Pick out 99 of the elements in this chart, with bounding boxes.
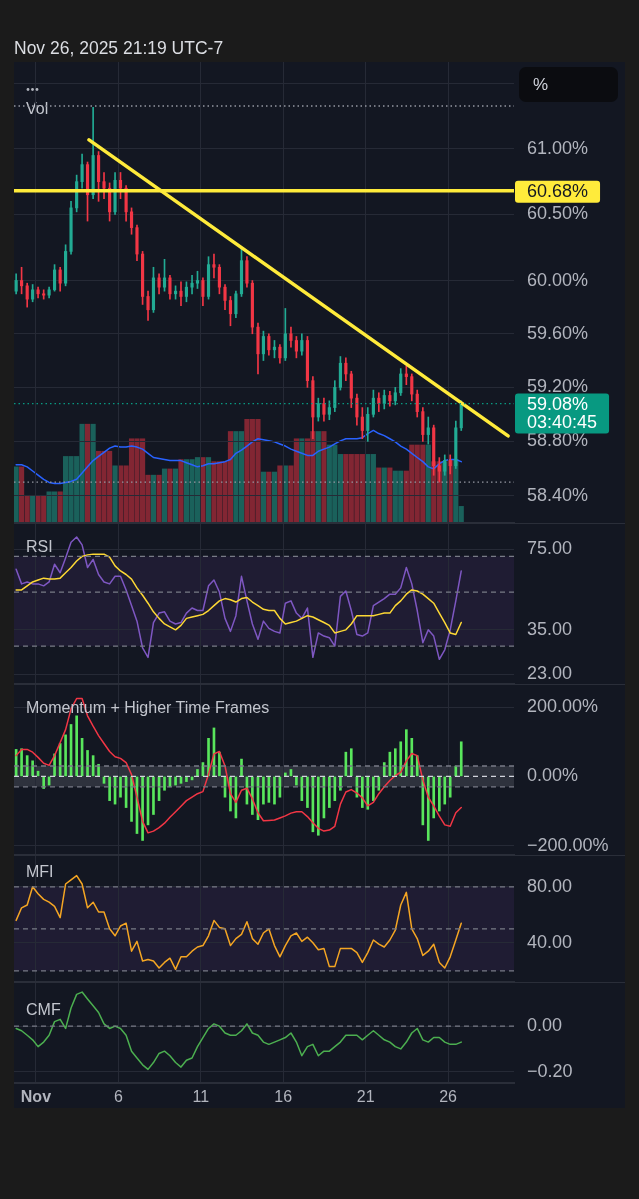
- bar: [273, 776, 276, 805]
- x-tick-label: Nov: [20, 1088, 52, 1106]
- bar: [156, 474, 162, 523]
- bar: [218, 751, 221, 777]
- bar: [271, 471, 278, 523]
- bar: [316, 776, 320, 836]
- bar: [161, 468, 168, 523]
- y-tick-label: 0.00: [527, 1015, 563, 1036]
- bar: [387, 467, 393, 523]
- chart-subtitle: Nov 26, 2025 21:19 UTC-7: [14, 38, 224, 58]
- x-tick-label: 21: [356, 1088, 375, 1106]
- y-tick-label: 80.00: [527, 875, 573, 896]
- bar: [333, 776, 337, 801]
- percent-button: %: [519, 67, 618, 102]
- bar: [130, 776, 133, 822]
- y-tick-label: 200.00%: [527, 696, 599, 717]
- bar: [64, 734, 67, 777]
- bar: [372, 776, 375, 801]
- y-tick-label: 60.00%: [527, 269, 589, 290]
- y-tick-label: 60.50%: [527, 203, 589, 224]
- bar: [339, 776, 342, 791]
- bar: [150, 474, 157, 523]
- bar: [454, 765, 458, 777]
- bar: [75, 715, 78, 777]
- bar: [14, 466, 19, 523]
- bar: [366, 776, 370, 810]
- bar: [376, 467, 382, 523]
- bar: [328, 776, 331, 808]
- bar: [185, 776, 188, 782]
- bar: [459, 741, 463, 777]
- x-tick-label: 16: [274, 1088, 293, 1106]
- bar: [90, 423, 96, 523]
- bar: [167, 468, 173, 523]
- x-tick-label: 11: [192, 1088, 210, 1106]
- bar: [196, 769, 199, 777]
- bar: [306, 776, 309, 808]
- bar: [42, 776, 45, 789]
- bar: [20, 748, 23, 777]
- bar: [405, 729, 408, 777]
- bar: [321, 431, 327, 523]
- candlestick: [212, 253, 216, 279]
- bar: [432, 776, 436, 819]
- bar: [361, 776, 364, 808]
- bar: [57, 491, 63, 523]
- y-tick-label: 35.00: [527, 618, 573, 639]
- bar: [178, 459, 184, 523]
- bar: [266, 471, 272, 523]
- chart-title: Vol: [26, 99, 49, 119]
- y-tick-label: 59.60%: [527, 322, 589, 343]
- bar: [299, 438, 305, 523]
- bar: [277, 465, 283, 523]
- text: CMF: [26, 1000, 61, 1020]
- bar: [425, 444, 431, 523]
- y-tick-label: 40.00: [527, 931, 573, 952]
- bar: [426, 776, 430, 841]
- bar: [119, 776, 122, 798]
- candlestick: [42, 289, 46, 300]
- y-tick-label: 58.40%: [527, 484, 589, 505]
- y-tick-label: 61.00%: [527, 137, 589, 158]
- bar: [51, 491, 58, 523]
- bar: [315, 431, 321, 523]
- bar: [349, 748, 353, 777]
- bar: [31, 760, 34, 777]
- bar: [262, 776, 265, 805]
- bar: [377, 776, 381, 791]
- bar: [172, 468, 179, 523]
- y-tick-label: −0.20: [527, 1060, 573, 1081]
- x-tick-label: 6: [113, 1088, 123, 1106]
- bar: [112, 465, 118, 523]
- text: 03:40:45: [527, 411, 598, 432]
- bar: [30, 495, 36, 523]
- bar: [284, 772, 287, 777]
- bar: [260, 471, 266, 523]
- bar: [381, 467, 387, 523]
- bar: [200, 457, 206, 523]
- y-tick-label: −200.00%: [527, 834, 609, 855]
- bar: [25, 755, 29, 777]
- bar: [84, 423, 91, 523]
- bar: [163, 776, 166, 791]
- bar: [174, 776, 177, 786]
- bar: [399, 741, 403, 777]
- y-tick-label: 23.00: [527, 663, 573, 684]
- y-tick-label: 0.00%: [527, 765, 579, 786]
- x-tick-label: 26: [439, 1088, 458, 1106]
- bar: [448, 776, 452, 798]
- bar: [295, 776, 298, 786]
- bar: [86, 750, 89, 777]
- bar: [443, 776, 447, 805]
- bar: [370, 454, 376, 523]
- y-tick-label: 58.80%: [527, 430, 589, 451]
- bar: [437, 776, 441, 812]
- bar: [141, 776, 144, 841]
- y-tick-label: 75.00: [527, 538, 573, 559]
- chart-title: MFI: [26, 862, 54, 882]
- text: RSI: [26, 537, 53, 557]
- bar: [152, 776, 155, 815]
- bar: [108, 776, 111, 801]
- ref-line-label: 60.68%: [527, 180, 589, 201]
- bar: [205, 457, 212, 523]
